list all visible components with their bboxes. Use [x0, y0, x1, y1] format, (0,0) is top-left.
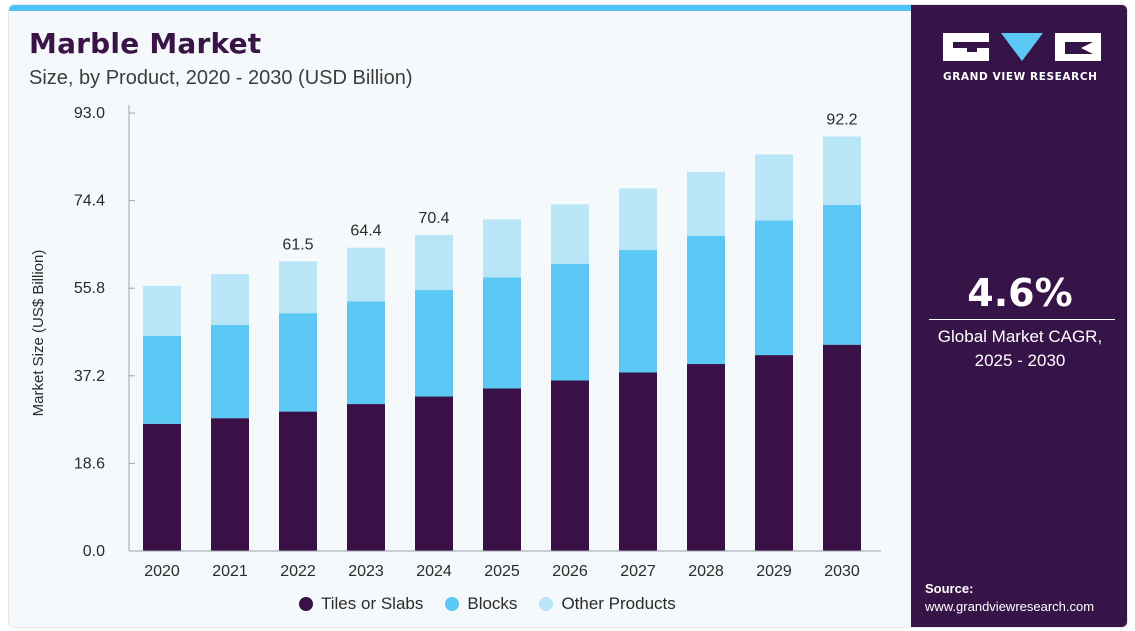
bar-blocks-2021 [211, 324, 249, 419]
bar-other-products-2023 [347, 247, 385, 302]
x-axis: 2020 2021 2022 2023 2024 2025 2026 2027 2028 2029… [129, 550, 881, 580]
bar-tiles-or-slabs-2020 [143, 423, 181, 551]
bar-other-products-2027 [619, 188, 657, 251]
x-tick-label: 2020 [144, 563, 180, 580]
bar-tiles-or-slabs-2025 [483, 388, 521, 551]
x-tick-label: 2027 [620, 563, 656, 580]
bar-other-products-2026 [551, 204, 589, 264]
bar-blocks-2027 [619, 250, 657, 373]
cagr-value: 4.6% [967, 271, 1073, 315]
chart-title: Marble Market [29, 27, 262, 60]
bar-tiles-or-slabs-2026 [551, 380, 589, 551]
legend-label: Tiles or Slabs [321, 594, 424, 613]
brand-name: GRAND VIEW RESEARCH [943, 71, 1098, 83]
bar-tiles-or-slabs-2027 [619, 372, 657, 551]
source-label: Source: [925, 581, 974, 596]
cagr-label-line2: 2025 - 2030 [974, 351, 1066, 370]
data-label-2024: 70.4 [418, 210, 449, 227]
legend-swatch-blocks-icon [445, 597, 460, 611]
legend-label: Other Products [561, 594, 676, 613]
bar-other-products-2028 [687, 171, 725, 236]
legend-label: Blocks [467, 594, 518, 613]
bar-blocks-2026 [551, 263, 589, 381]
legend-swatch-tiles-icon [299, 597, 313, 611]
x-tick-label: 2030 [824, 563, 860, 580]
bar-other-products-2025 [483, 219, 521, 278]
bar-other-products-2021 [211, 274, 249, 325]
legend-item-blocks: Blocks [445, 594, 517, 614]
bar-blocks-2028 [687, 235, 725, 365]
x-tick-label: 2028 [688, 563, 724, 580]
accent-strip [9, 5, 913, 11]
bar-chart: 0.0 18.6 37.2 55.8 74.4 93.0 61.5 64.4 70.4 92.2… [30, 105, 881, 580]
y-tick-label: 55.8 [74, 280, 105, 297]
bar-other-products-2022 [279, 261, 317, 314]
bar-tiles-or-slabs-2029 [755, 355, 793, 551]
legend-item-tiles-or-slabs: Tiles or Slabs [299, 594, 423, 614]
y-tick-label: 37.2 [74, 368, 105, 385]
bar-blocks-2024 [415, 290, 453, 397]
cagr-label: Global Market CAGR, 2025 - 2030 [911, 325, 1127, 373]
bar-tiles-or-slabs-2022 [279, 411, 317, 551]
bar-blocks-2020 [143, 335, 181, 424]
x-tick-label: 2026 [552, 563, 588, 580]
bar-blocks-2030 [823, 204, 861, 345]
data-labels: 61.5 64.4 70.4 92.2 [282, 112, 857, 254]
source-link[interactable]: www.grandviewresearch.com [925, 599, 1095, 614]
bar-blocks-2023 [347, 301, 385, 405]
bar-other-products-2029 [755, 154, 793, 221]
y-tick-label: 0.0 [83, 543, 105, 560]
x-tick-label: 2024 [416, 563, 452, 580]
chart-subtitle: Size, by Product, 2020 - 2030 (USD Billi… [29, 67, 413, 89]
bar-other-products-2024 [415, 234, 453, 291]
legend-item-other-products: Other Products [539, 594, 676, 614]
bar-other-products-2030 [823, 136, 861, 205]
x-tick-label: 2023 [348, 563, 384, 580]
bar-tiles-or-slabs-2030 [823, 344, 861, 551]
x-tick-label: 2025 [484, 563, 520, 580]
grand-view-research-logo-icon [943, 33, 1101, 61]
data-label-2022: 61.5 [282, 236, 313, 253]
bar-other-products-2020 [143, 285, 181, 336]
x-tick-label: 2022 [280, 563, 316, 580]
y-tick-label: 93.0 [74, 105, 105, 122]
sidebar-panel: GRAND VIEW RESEARCH 4.6% Global Market C… [911, 5, 1127, 627]
data-label-2023: 64.4 [350, 223, 381, 240]
cagr-label-line1: Global Market CAGR, [937, 327, 1103, 346]
legend: Tiles or Slabs Blocks Other Products [299, 594, 698, 614]
legend-swatch-other-icon [539, 597, 554, 611]
cagr-divider [929, 319, 1115, 320]
bar-blocks-2029 [755, 220, 793, 356]
y-axis: 0.0 18.6 37.2 55.8 74.4 93.0 [74, 105, 135, 560]
bar-blocks-2025 [483, 277, 521, 389]
bar-tiles-or-slabs-2021 [211, 418, 249, 551]
bar-tiles-or-slabs-2023 [347, 404, 385, 551]
bar-blocks-2022 [279, 313, 317, 412]
x-tick-label: 2021 [212, 563, 248, 580]
x-tick-label: 2029 [756, 563, 792, 580]
y-axis-label: Market Size (US$ Billion) [30, 250, 47, 417]
y-tick-label: 18.6 [74, 455, 105, 472]
bars [143, 136, 861, 551]
bar-tiles-or-slabs-2028 [687, 364, 725, 551]
data-label-2030: 92.2 [826, 112, 857, 129]
y-tick-label: 74.4 [74, 193, 105, 210]
chart-card: Marble Market Size, by Product, 2020 - 2… [8, 4, 1128, 628]
bar-tiles-or-slabs-2024 [415, 396, 453, 551]
